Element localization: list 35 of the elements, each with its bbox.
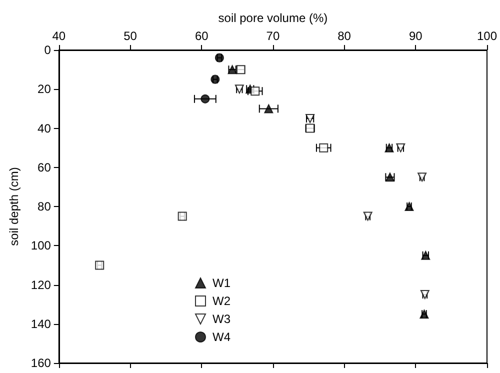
x-tick-label: 90	[408, 29, 423, 43]
x-tick-label: 50	[124, 29, 138, 43]
y-tick-label: 100	[30, 238, 52, 253]
point	[200, 94, 210, 104]
point	[214, 53, 224, 62]
y-axis-title: soil depth (cm)	[7, 167, 21, 246]
point	[404, 202, 414, 211]
y-tick-label: 40	[38, 121, 52, 136]
point	[319, 143, 328, 152]
y-tick-label: 160	[30, 356, 52, 370]
y-tick-label: 140	[30, 316, 52, 331]
legend-label: W3	[212, 312, 231, 326]
x-tick-label: 40	[52, 29, 66, 43]
point	[178, 212, 187, 221]
legend-label: W4	[212, 330, 231, 344]
y-tick-label: 20	[38, 82, 52, 96]
y-tick-label: 60	[38, 160, 52, 174]
point	[264, 104, 274, 114]
y-tick-label: 80	[38, 200, 52, 214]
point	[95, 260, 104, 270]
point	[363, 212, 372, 221]
x-tick-label: 100	[476, 29, 498, 43]
y-tick-label: 0	[44, 43, 52, 57]
x-tick-label: 80	[338, 29, 352, 43]
point	[210, 74, 220, 84]
x-tick-label: 60	[194, 29, 209, 43]
point	[250, 86, 260, 96]
legend-label: W2	[212, 294, 231, 308]
legend-label: W1	[212, 276, 231, 290]
x-axis-title: soil pore volume (%)	[218, 11, 328, 25]
point	[420, 310, 429, 319]
x-tick-label: 70	[266, 29, 280, 43]
point	[420, 290, 430, 300]
point	[418, 172, 427, 182]
y-tick-label: 120	[30, 278, 52, 292]
